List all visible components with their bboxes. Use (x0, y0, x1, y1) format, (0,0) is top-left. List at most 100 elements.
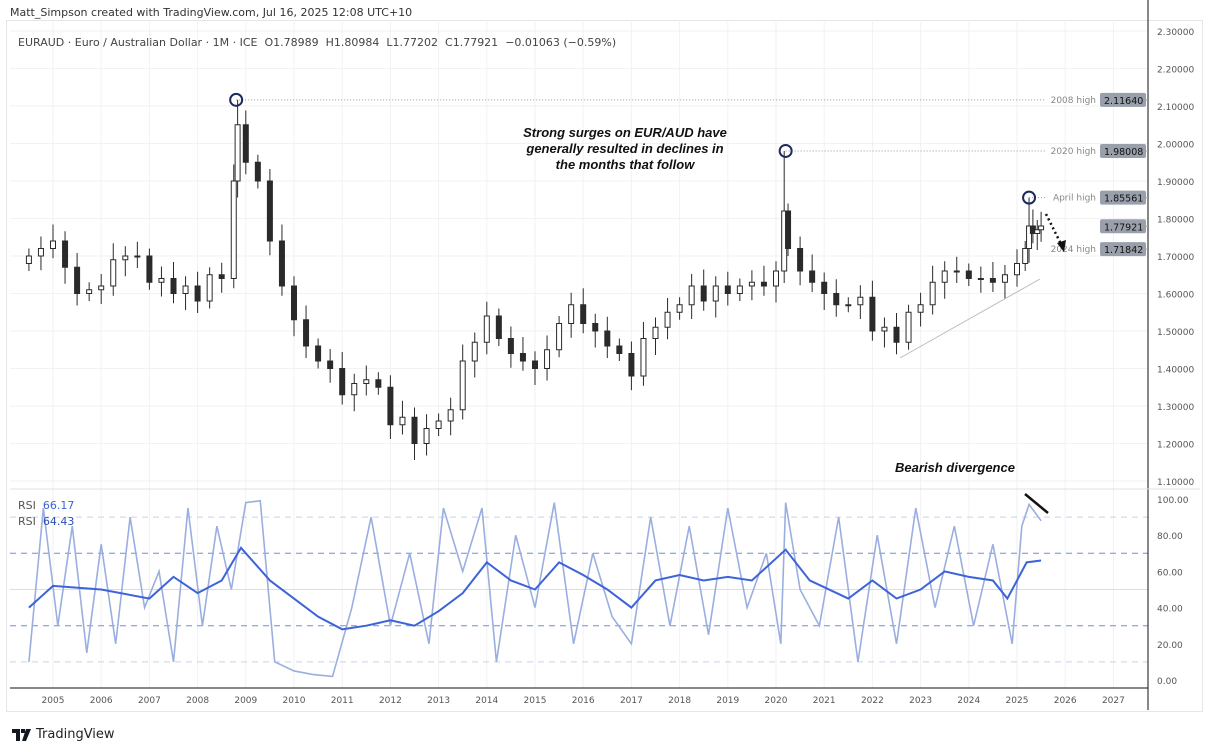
candle-up (664, 311, 671, 328)
candle-down (170, 278, 177, 294)
level-price-tag-bg (1100, 143, 1146, 158)
price-tick: 2.30000 (1157, 28, 1194, 38)
candle-down (760, 281, 767, 287)
time-tick: 2022 (861, 696, 884, 706)
candle-up (110, 259, 117, 287)
time-tick: 2011 (331, 696, 354, 706)
candle-down (797, 248, 804, 272)
time-tick: 2018 (668, 696, 691, 706)
exchange: ICE (239, 36, 258, 49)
time-tick: 2009 (234, 696, 257, 706)
level-label: April high (1053, 194, 1096, 204)
candle-down (989, 278, 996, 283)
price-tick: 1.40000 (1157, 366, 1194, 376)
candle-down (604, 330, 611, 347)
interval[interactable]: 1M (212, 36, 230, 49)
candle-down (495, 315, 502, 339)
time-tick: 2015 (524, 696, 547, 706)
candle-down (869, 296, 876, 332)
symbol: EURAUD (18, 36, 65, 49)
candle-down (218, 274, 225, 279)
candle-up (435, 420, 442, 429)
time-tick: 2007 (138, 696, 161, 706)
candle-down (580, 304, 587, 324)
price-tick: 2.10000 (1157, 103, 1194, 113)
candle-up (25, 255, 32, 264)
price-tick: 2.20000 (1157, 66, 1194, 76)
candle-down (242, 124, 249, 163)
level-label: 2020 high (1051, 147, 1096, 157)
candle-up (640, 338, 647, 377)
candle-down (507, 338, 514, 354)
candle-down (74, 266, 81, 294)
rsi-tick: 40.00 (1157, 605, 1183, 615)
time-tick: 2021 (813, 696, 836, 706)
rsi-value: 66.17 (42, 499, 75, 512)
candle-up (399, 416, 406, 426)
time-tick: 2005 (42, 696, 65, 706)
candle-down (965, 270, 972, 279)
arrow-head-icon (1057, 240, 1066, 252)
candle-up (98, 285, 105, 291)
divergence-line (1024, 493, 1049, 514)
candle-down (616, 345, 623, 354)
ohlc-low: L1.77202 (386, 36, 439, 49)
candle-down (303, 319, 310, 347)
rsi-value: 64.43 (42, 515, 75, 528)
chart-credit: Matt_Simpson created with TradingView.co… (10, 6, 413, 19)
time-tick: 2017 (620, 696, 643, 706)
candle-up (652, 326, 659, 339)
candle-down (146, 255, 153, 283)
candle-up (748, 281, 755, 287)
price-tick: 1.60000 (1157, 291, 1194, 301)
candle-up (483, 315, 490, 343)
level-price-tag-bg (1100, 92, 1146, 107)
last-price-tag: 1.77921 (1104, 222, 1143, 233)
last-price-tag-bg (1100, 219, 1146, 234)
price-change: −0.01063 (−0.59%) (505, 36, 617, 49)
price-tick: 1.50000 (1157, 328, 1194, 338)
level-label: 2024 high (1051, 245, 1096, 255)
rsi-legend: RSI 66.17 RSI 64.43 (18, 498, 74, 530)
candle-down (411, 416, 418, 444)
rsi-tick: 100.00 (1157, 496, 1189, 506)
price-tick: 1.90000 (1157, 178, 1194, 188)
candle-up (917, 304, 924, 313)
candle-down (628, 353, 635, 377)
candle-up (1001, 274, 1008, 283)
candle-down (592, 323, 599, 332)
candle-down (315, 345, 322, 362)
candle-down (785, 210, 792, 249)
candle-down (266, 180, 273, 242)
candle-down (724, 285, 731, 294)
candle-down (532, 360, 538, 369)
candle-up (182, 285, 189, 294)
time-tick: 2023 (909, 696, 932, 706)
time-tick: 2024 (957, 696, 980, 706)
candle-up (351, 383, 358, 396)
logo-text: TradingView (36, 727, 115, 742)
candle-up (50, 240, 56, 249)
candle-up (37, 248, 44, 257)
candle-down (893, 326, 900, 343)
candle-up (977, 278, 984, 280)
annotation-line: Strong surges on EUR/AUD have (523, 125, 727, 140)
candle-up (206, 274, 213, 302)
symbol-name: Euro / Australian Dollar (74, 36, 203, 49)
level-price-tag: 1.71842 (1104, 245, 1143, 256)
time-tick: 2020 (765, 696, 788, 706)
candle-up (86, 289, 93, 294)
rsi-label: RSI (18, 515, 36, 528)
candle-up (568, 304, 575, 324)
price-tick: 2.00000 (1157, 141, 1194, 151)
candle-up (773, 270, 779, 287)
candle-up (556, 323, 563, 351)
candle-up (1034, 229, 1041, 234)
candle-up (712, 285, 719, 302)
candle-down (254, 161, 261, 182)
level-price-tag: 2.11640 (1104, 96, 1143, 107)
axes: 2.30000 2.20000 2.10000 2.00000 1.90000 1.800… (10, 0, 1200, 710)
candle-up (134, 255, 141, 258)
rsi-tick: 80.00 (1157, 532, 1183, 542)
